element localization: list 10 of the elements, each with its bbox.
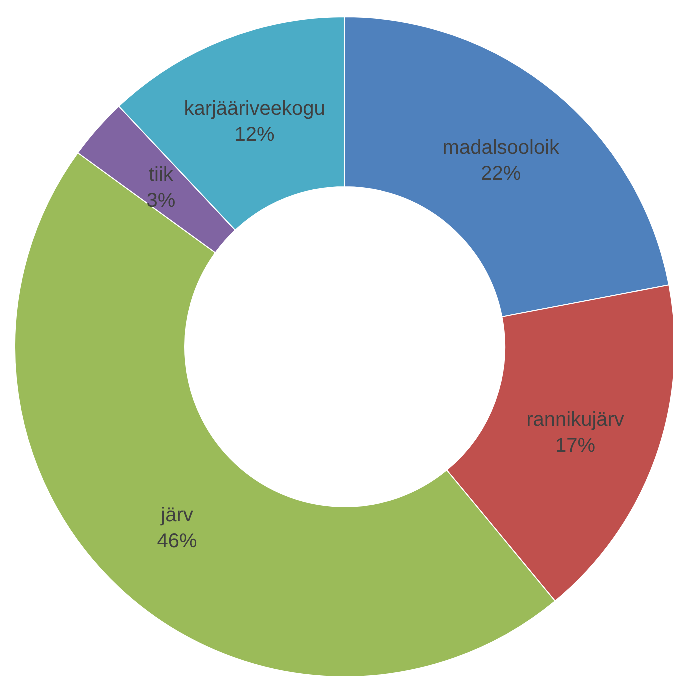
data-label: 46%	[157, 530, 198, 553]
slice-label: tiik	[148, 164, 174, 186]
slice-label: järv	[160, 504, 194, 527]
slice-label: rannikujärv	[526, 408, 624, 431]
slice-label: karjääriveekogu	[184, 98, 326, 120]
slice-label: madalsooloik	[442, 137, 561, 160]
data-label: 12%	[234, 124, 276, 146]
data-label: 17%	[556, 434, 596, 457]
data-label: 22%	[481, 163, 522, 186]
data-label: 3%	[146, 190, 176, 212]
